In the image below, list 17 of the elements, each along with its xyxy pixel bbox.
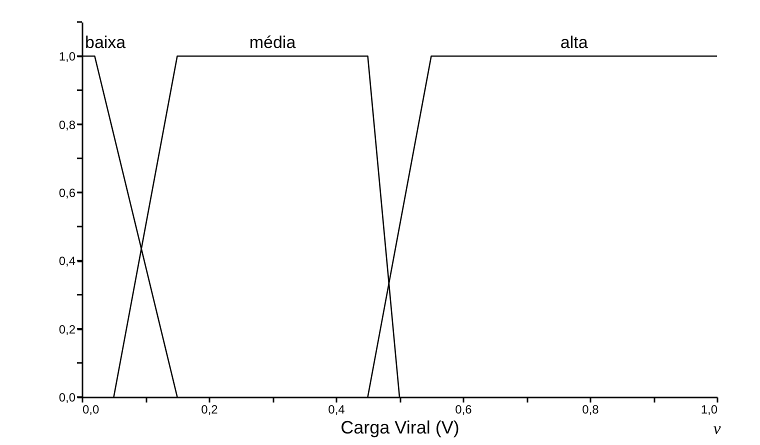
series-label: baixa — [85, 33, 126, 52]
series-label: alta — [560, 33, 588, 52]
y-tick-label: 0,4 — [58, 254, 76, 268]
y-tick-label: 0,6 — [58, 186, 76, 200]
x-axis-title: Carga Viral (V) — [340, 418, 460, 438]
y-tick-label: 0,8 — [58, 118, 76, 132]
y-tick-label: 0,2 — [58, 322, 76, 336]
x-tick-label: 0,8 — [582, 402, 600, 416]
x-tick-label: 0,2 — [201, 402, 218, 416]
y-tick-label: 1,0 — [58, 50, 76, 64]
x-tick-label: 1,0 — [700, 402, 718, 416]
text: ν — [713, 419, 722, 438]
series-label: média — [249, 33, 296, 52]
y-tick-label: 0,0 — [58, 390, 76, 404]
x-tick-label: 0,4 — [328, 402, 346, 416]
x-tick-label: 0,0 — [82, 402, 100, 416]
x-tick-label: 0,6 — [455, 402, 472, 416]
